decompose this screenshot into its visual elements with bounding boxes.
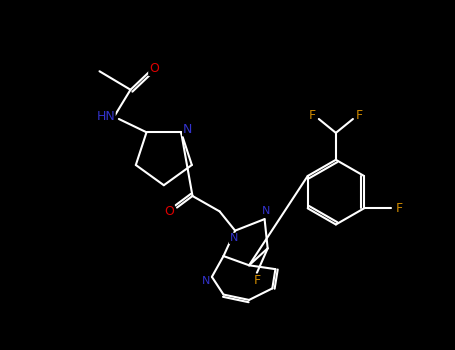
Text: F: F: [309, 110, 316, 122]
Text: O: O: [149, 62, 159, 76]
Text: N: N: [262, 206, 270, 216]
Text: N: N: [182, 123, 192, 136]
Text: O: O: [164, 205, 174, 218]
Text: N: N: [202, 276, 210, 286]
Text: F: F: [395, 202, 403, 215]
Text: F: F: [253, 274, 260, 287]
Text: HN: HN: [96, 110, 115, 123]
Text: F: F: [355, 110, 363, 122]
Text: N: N: [229, 233, 238, 243]
